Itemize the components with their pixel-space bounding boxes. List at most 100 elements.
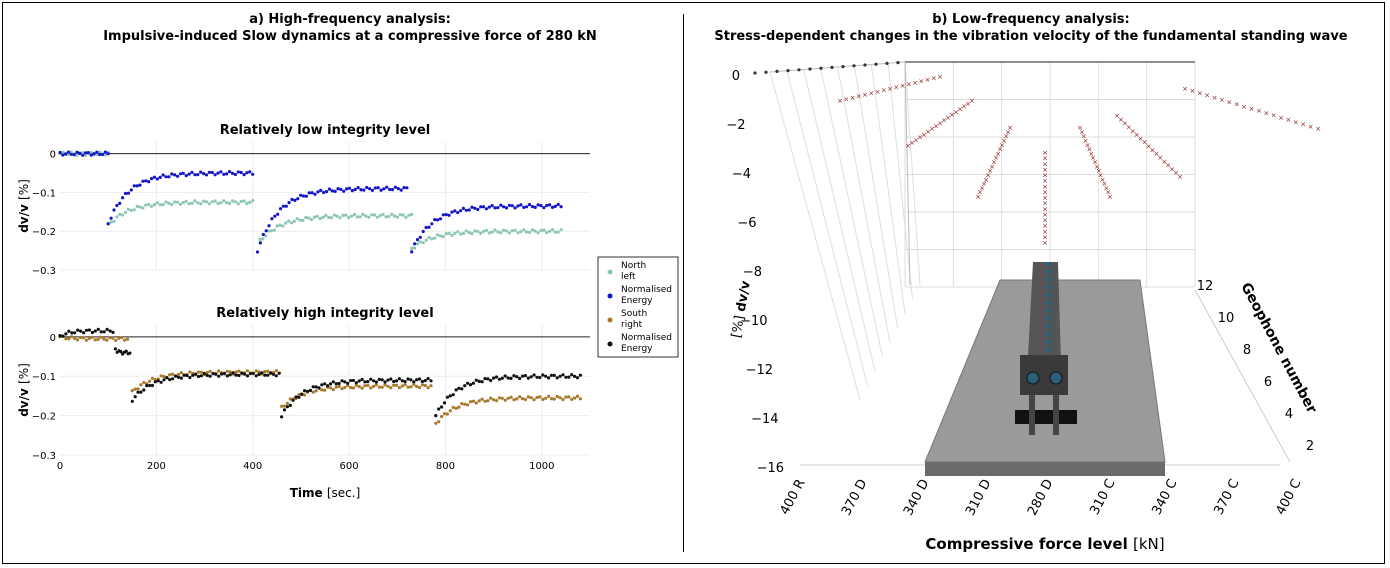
data-point-3d: × <box>862 91 868 99</box>
data-point-normalised-energy <box>541 373 545 377</box>
data-point-3d-reference <box>797 68 801 72</box>
data-point-normalised-energy <box>526 376 530 380</box>
data-point-south-right <box>437 420 441 424</box>
data-point-normalised-energy <box>147 180 151 184</box>
data-point-3d: × <box>875 88 881 96</box>
data-point-north-left <box>264 234 268 238</box>
data-point-normalised-energy <box>102 330 106 334</box>
legend-label: right <box>621 320 643 330</box>
data-point-normalised-energy <box>424 225 428 230</box>
data-point-normalised-energy <box>193 173 197 177</box>
data-point-3d: × <box>1107 193 1113 201</box>
data-point-south-right <box>228 370 232 374</box>
data-point-north-left <box>307 216 311 220</box>
data-point-south-right <box>274 369 278 373</box>
data-point-normalised-energy <box>109 216 113 220</box>
data-point-normalised-energy <box>270 217 274 221</box>
data-point-normalised-energy <box>368 187 372 191</box>
data-point-normalised-energy <box>138 183 142 187</box>
data-point-3d: × <box>987 167 993 175</box>
data-point-normalised-energy <box>573 374 577 378</box>
data-point-south-right <box>423 383 427 388</box>
data-point-north-left <box>341 213 345 217</box>
data-point-south-right <box>523 397 528 402</box>
data-point-north-left <box>202 199 206 203</box>
data-point-3d: × <box>843 96 849 104</box>
data-point-normalised-energy <box>260 371 264 375</box>
geophone-marker <box>1045 301 1053 307</box>
data-point-south-right <box>105 338 109 342</box>
data-point-3d: × <box>1042 177 1048 185</box>
data-point-south-right <box>311 390 315 394</box>
data-point-north-left <box>178 202 183 206</box>
data-point-south-right <box>288 397 292 401</box>
data-point-normalised-energy <box>100 152 105 157</box>
data-point-normalised-energy <box>454 388 458 392</box>
data-point-north-left <box>318 217 322 221</box>
data-point-3d: × <box>1079 128 1085 136</box>
data-point-north-left <box>358 215 362 219</box>
data-point-south-right <box>570 397 574 401</box>
data-point-normalised-energy <box>61 153 65 157</box>
data-point-north-left <box>387 214 391 219</box>
data-point-normalised-energy <box>79 329 83 333</box>
data-point-3d: × <box>1042 211 1048 219</box>
data-point-3d-reference <box>786 69 790 73</box>
data-point-normalised-energy <box>182 373 186 377</box>
data-point-normalised-energy <box>444 213 448 217</box>
data-point-3d: × <box>991 159 997 167</box>
data-point-normalised-energy <box>347 186 352 190</box>
data-point-normalised-energy <box>548 203 552 207</box>
data-point-north-left <box>304 215 308 220</box>
data-point-normalised-energy <box>287 201 291 205</box>
data-point-3d: × <box>1189 87 1195 95</box>
data-point-3d-reference <box>830 65 834 69</box>
data-point-normalised-energy <box>377 377 381 381</box>
data-point-3d: × <box>1219 96 1225 104</box>
data-point-south-right <box>578 397 583 401</box>
data-point-south-right <box>93 338 97 342</box>
data-point-normalised-energy <box>273 214 277 218</box>
data-point-north-left <box>401 213 405 217</box>
data-point-normalised-energy <box>196 374 201 379</box>
data-point-north-left <box>519 230 523 234</box>
data-point-north-left <box>407 213 411 217</box>
data-point-north-left <box>542 228 546 232</box>
data-point-3d: × <box>1042 166 1048 174</box>
data-point-normalised-energy <box>176 375 180 379</box>
data-point-south-right <box>567 395 571 399</box>
data-point-normalised-energy <box>513 206 517 210</box>
data-point-normalised-energy <box>311 385 315 389</box>
data-point-north-left <box>315 214 319 218</box>
data-point-normalised-energy <box>90 330 94 335</box>
data-point-normalised-energy <box>520 374 525 378</box>
data-point-normalised-energy <box>145 384 149 388</box>
data-point-south-right <box>515 397 519 401</box>
data-point-normalised-energy <box>450 210 454 214</box>
data-point-south-right <box>509 395 513 399</box>
data-point-south-right <box>354 383 358 387</box>
data-point-north-left <box>219 201 223 205</box>
data-point-normalised-energy <box>264 229 268 233</box>
data-point-normalised-energy <box>471 381 475 385</box>
data-point-normalised-energy <box>386 378 390 382</box>
data-point-normalised-energy <box>257 372 261 376</box>
data-point-3d: × <box>1177 173 1183 181</box>
data-point-normalised-energy <box>98 152 102 157</box>
data-point-north-left <box>347 216 351 220</box>
data-point-north-left <box>129 208 133 212</box>
data-point-north-left <box>461 231 465 236</box>
data-point-normalised-energy <box>464 208 468 212</box>
data-point-normalised-energy <box>392 379 396 384</box>
data-point-normalised-energy <box>313 192 317 196</box>
data-point-south-right <box>73 336 77 341</box>
data-point-normalised-energy <box>567 375 571 379</box>
data-point-normalised-energy <box>190 170 194 174</box>
data-point-south-right <box>366 383 370 387</box>
y-tick-label: 12 <box>1197 279 1214 294</box>
data-point-north-left <box>112 219 116 223</box>
data-point-north-left <box>484 228 488 232</box>
data-point-normalised-energy <box>228 170 232 174</box>
data-point-normalised-energy <box>307 191 311 195</box>
